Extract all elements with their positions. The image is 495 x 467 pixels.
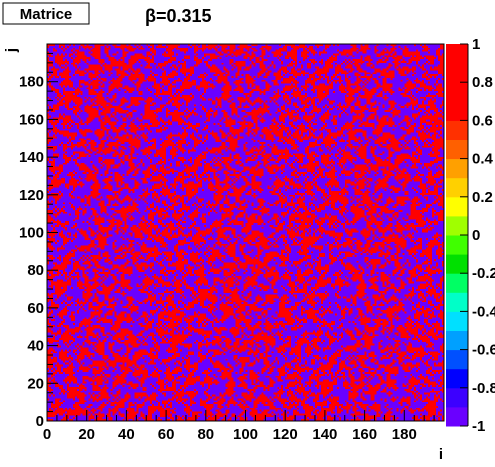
colorbar-tick-label: -0.8	[472, 380, 495, 397]
colorbar-segment	[446, 311, 468, 331]
histogram-name: Matrice	[20, 6, 73, 23]
x-tick-label: 140	[312, 426, 337, 443]
colorbar-segment	[446, 158, 468, 179]
colorbar-segment	[446, 120, 468, 140]
colorbar-tick-label: -0.6	[472, 342, 495, 359]
colorbar-tick-label: -0.2	[472, 265, 495, 282]
colorbar-segment	[446, 254, 468, 274]
colorbar-tick-label: 0.2	[472, 189, 493, 206]
colorbar-segment	[446, 292, 468, 312]
x-tick-label: 120	[273, 426, 298, 443]
y-tick-label: 100	[19, 225, 44, 242]
colorbar-segment	[446, 177, 468, 198]
x-axis: 0 20 40 60 80 100 120 140 160 180	[43, 410, 445, 443]
y-tick-label: 140	[19, 149, 44, 166]
x-tick-label: 0	[43, 426, 51, 443]
colorbar-tick-label: 0.8	[472, 74, 493, 91]
colorbar-segment	[446, 44, 468, 64]
x-tick-label: 160	[352, 426, 377, 443]
x-tick-label: 20	[78, 426, 95, 443]
colorbar-segment	[446, 139, 468, 160]
colorbar-segment	[446, 387, 468, 408]
colorbar-segment	[446, 215, 468, 236]
colorbar-tick-label: 0.6	[472, 112, 493, 129]
colorbar-tick-label: 0.4	[472, 151, 494, 168]
y-tick-label: 40	[27, 338, 44, 355]
x-tick-label: 40	[118, 426, 135, 443]
y-tick-label: 20	[27, 375, 44, 392]
colorbar-segment	[446, 330, 468, 351]
x-tick-label: 60	[158, 426, 175, 443]
colorbar-segment	[446, 273, 468, 293]
y-axis: 0 20 40 60 80 100 120 140 160 180	[19, 43, 58, 430]
colorbar-tick-label: -0.4	[472, 303, 495, 320]
x-tick-label: 180	[392, 426, 417, 443]
y-tick-label: 0	[36, 413, 44, 430]
colorbar-segment	[446, 235, 468, 255]
colorbar-tick-label: 1	[472, 36, 480, 53]
colorbar-segment	[446, 368, 468, 389]
colorbar-segment	[446, 349, 468, 370]
y-tick-label: 120	[19, 187, 44, 204]
histogram-name-box: Matrice	[2, 2, 90, 25]
colorbar-segment	[446, 63, 468, 83]
y-tick-label: 180	[19, 74, 44, 91]
y-axis-label: j	[3, 48, 20, 53]
x-tick-label: 80	[197, 426, 214, 443]
colorbar: 1 0.8 0.6 0.4 0.2 0 -0.2 -0.4 -0.6 -0.8 -1	[446, 36, 495, 435]
colorbar-tick-label: 0	[472, 227, 480, 244]
chart-title: β=0.315	[145, 6, 212, 26]
colorbar-segment	[446, 406, 468, 427]
y-tick-label: 60	[27, 300, 44, 317]
heatmap-plot-area	[46, 43, 445, 422]
colorbar-segment	[446, 196, 468, 217]
x-axis-label: i	[439, 446, 443, 462]
x-tick-label: 100	[233, 426, 258, 443]
y-tick-label: 80	[27, 262, 44, 279]
colorbar-tick-label: -1	[472, 418, 485, 435]
colorbar-segment	[446, 82, 468, 102]
colorbar-segment	[446, 101, 468, 121]
y-tick-label: 160	[19, 111, 44, 128]
heatmap-cells	[47, 44, 444, 421]
